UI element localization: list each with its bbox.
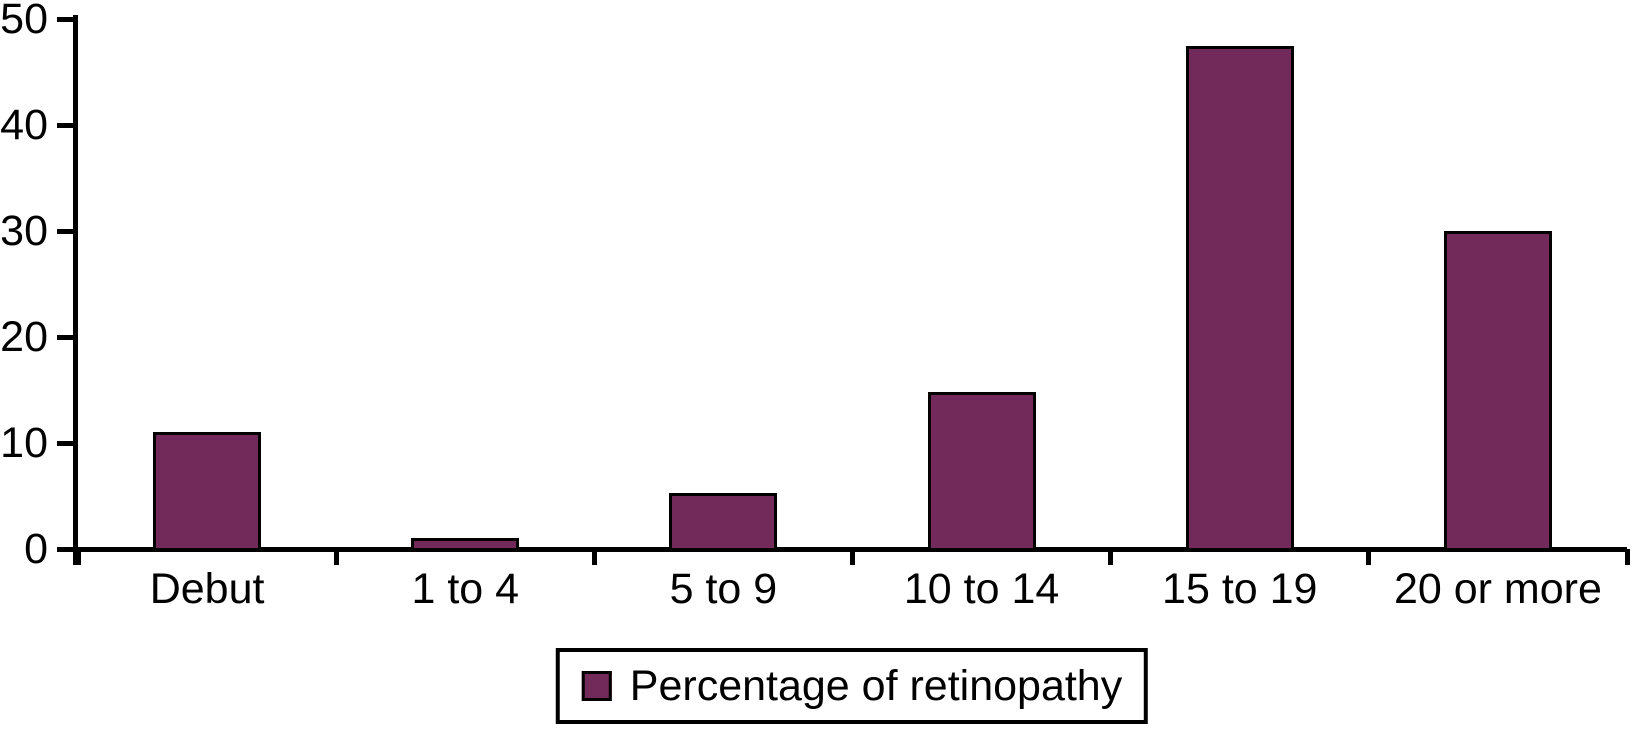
x-axis-tick (591, 549, 597, 565)
x-axis-category-label: 1 to 4 (411, 565, 520, 613)
bar-10-to-14 (927, 392, 1036, 551)
x-axis-category-label: Debut (149, 565, 265, 613)
bar-20-or-more (1443, 231, 1552, 551)
x-axis-tick (1366, 549, 1372, 565)
x-axis-tick (75, 549, 81, 565)
y-axis-tick (57, 17, 78, 22)
y-axis-tick (57, 123, 78, 128)
bar-1-to-4 (411, 538, 520, 551)
x-axis-category-label: 15 to 19 (1162, 565, 1318, 613)
y-axis-tick-label: 30 (0, 207, 48, 255)
y-axis-tick (57, 441, 78, 446)
x-axis-tick (1108, 549, 1114, 565)
legend-swatch-square-icon (581, 671, 612, 701)
y-axis-tick-label: 10 (0, 419, 48, 467)
legend-label: Percentage of retinopathy (629, 662, 1123, 710)
x-axis-category-label: 5 to 9 (669, 565, 778, 613)
y-axis-tick-label: 50 (0, 0, 48, 43)
x-axis-tick (850, 549, 855, 565)
x-axis-category-label: 20 or more (1393, 565, 1602, 613)
x-axis-category-label: 10 to 14 (903, 565, 1060, 613)
y-axis-tick-label: 40 (0, 101, 48, 149)
x-axis-tick (1624, 549, 1630, 565)
bar-debut (153, 432, 262, 551)
y-axis-tick (57, 335, 78, 340)
bar-5-to-9 (669, 492, 778, 551)
y-axis-tick (57, 229, 78, 234)
y-axis-tick-label: 20 (0, 313, 48, 361)
y-axis-tick (57, 547, 78, 552)
y-axis-line (73, 15, 78, 565)
bar-15-to-19 (1185, 45, 1294, 551)
legend: Percentage of retinopathy (555, 648, 1149, 724)
x-axis-tick (333, 549, 339, 565)
y-axis-tick-label: 0 (24, 525, 48, 573)
